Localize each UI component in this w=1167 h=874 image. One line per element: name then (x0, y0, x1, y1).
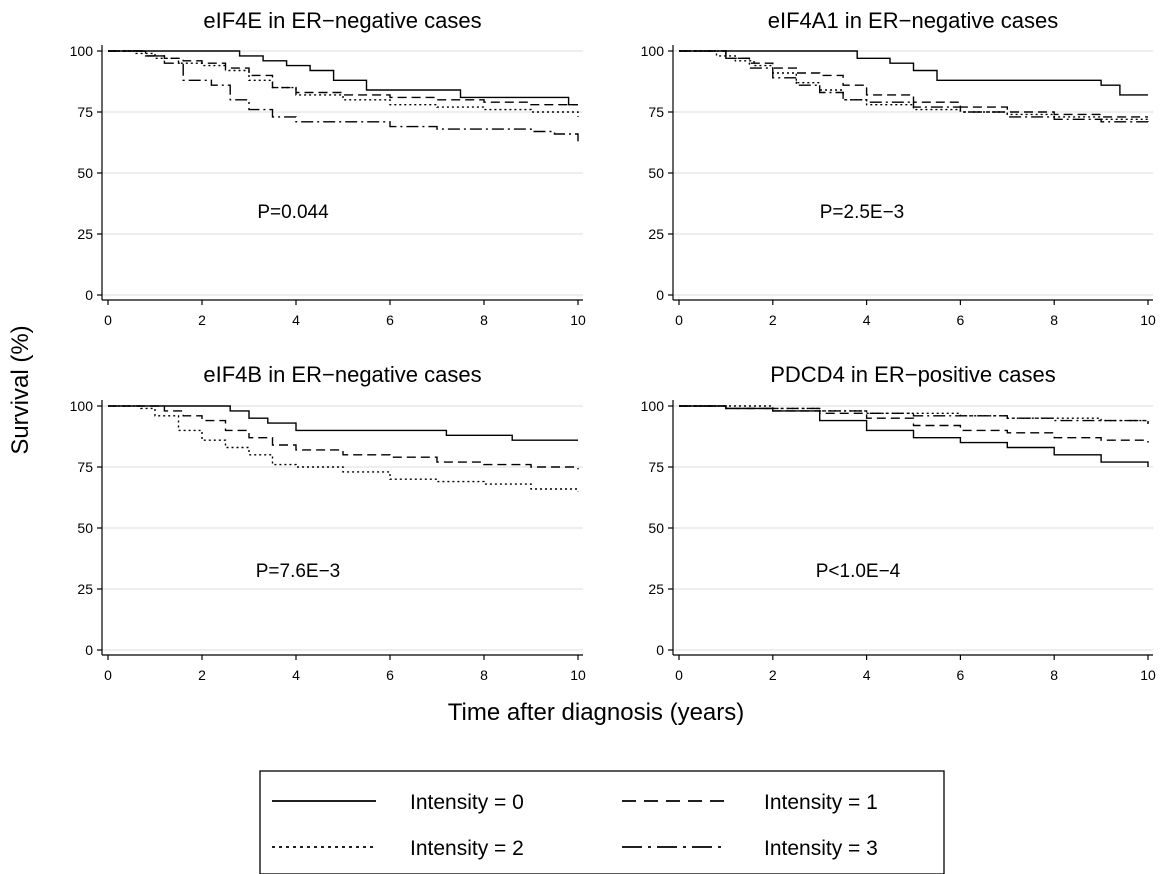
series-intensity-3 (679, 50, 1149, 125)
x-tick-label: 0 (104, 312, 112, 328)
series-intensity-1 (108, 50, 578, 106)
series-intensity-1 (679, 405, 1149, 443)
y-tick-label: 25 (648, 581, 664, 597)
y-tick-label: 50 (77, 165, 93, 181)
x-tick-label: 8 (1050, 312, 1058, 328)
x-tick-label: 0 (104, 667, 112, 683)
series-intensity-2 (679, 50, 1149, 122)
x-tick-label: 6 (386, 667, 394, 683)
x-tick-label: 10 (570, 312, 586, 328)
y-tick-label: 25 (77, 581, 93, 597)
legend: Intensity = 0 Intensity = 1 Intensity = 2 I… (259, 770, 945, 874)
x-tick-label: 2 (198, 667, 206, 683)
y-tick-label: 100 (70, 398, 94, 414)
panel-1: 0 25 50 75 100 0 2 4 6 8 10 eIF4E in ER−negative ca… (70, 8, 586, 328)
y-tick-label: 100 (641, 43, 665, 59)
series-intensity-2 (108, 50, 579, 117)
p-value-annotation: P=0.044 (257, 202, 329, 223)
panel-title: eIF4E in ER−negative cases (203, 8, 481, 33)
series-intensity-2 (108, 405, 579, 492)
x-tick-label: 8 (1050, 667, 1058, 683)
series-intensity-0 (679, 50, 1148, 96)
x-tick-label: 8 (480, 312, 488, 328)
y-tick-label: 50 (648, 520, 664, 536)
panel-title: eIF4A1 in ER−negative cases (768, 8, 1058, 33)
x-tick-label: 2 (769, 667, 777, 683)
legend-label: Intensity = 1 (764, 791, 878, 814)
x-tick-label: 10 (1140, 667, 1156, 683)
x-tick-label: 6 (957, 312, 965, 328)
x-tick-label: 8 (480, 667, 488, 683)
legend-item-intensity-3: Intensity = 3 (622, 837, 878, 860)
x-tick-label: 2 (769, 312, 777, 328)
x-tick-label: 4 (863, 312, 871, 328)
series-intensity-0 (679, 405, 1149, 467)
y-tick-label: 0 (656, 642, 664, 658)
p-value-annotation: P<1.0E−4 (816, 561, 901, 582)
panel-3: 0 25 50 75 100 0 2 4 6 8 10 eIF4B in ER−negative ca… (70, 362, 586, 683)
y-tick-label: 0 (85, 642, 93, 658)
series-intensity-3 (108, 50, 579, 142)
y-tick-label: 100 (70, 43, 94, 59)
x-tick-label: 6 (957, 667, 965, 683)
legend-item-intensity-2: Intensity = 2 (272, 837, 524, 860)
legend-box (259, 770, 945, 874)
y-tick-label: 0 (85, 287, 93, 303)
series-intensity-0 (108, 405, 578, 441)
x-tick-label: 10 (1140, 312, 1156, 328)
y-tick-label: 75 (77, 104, 93, 120)
series-intensity-0 (108, 50, 578, 106)
y-tick-label: 0 (656, 287, 664, 303)
legend-label: Intensity = 2 (410, 837, 524, 860)
x-tick-label: 4 (863, 667, 871, 683)
x-tick-label: 0 (675, 312, 683, 328)
y-tick-label: 50 (77, 520, 93, 536)
x-tick-label: 4 (292, 667, 300, 683)
series-intensity-3 (679, 405, 1149, 424)
p-value-annotation: P=2.5E−3 (820, 202, 905, 223)
x-tick-label: 6 (386, 312, 394, 328)
p-value-annotation: P=7.6E−3 (256, 561, 341, 582)
y-tick-label: 25 (648, 226, 664, 242)
x-tick-label: 2 (198, 312, 206, 328)
legend-label: Intensity = 3 (764, 837, 878, 860)
panel-title: PDCD4 in ER−positive cases (770, 362, 1056, 387)
legend-label: Intensity = 0 (410, 791, 524, 814)
y-tick-label: 100 (641, 398, 665, 414)
panel-title: eIF4B in ER−negative cases (203, 362, 481, 387)
y-axis-label: Survival (%) (7, 325, 34, 454)
series-intensity-1 (108, 405, 579, 470)
legend-item-intensity-0: Intensity = 0 (272, 791, 524, 814)
y-tick-label: 75 (648, 104, 664, 120)
x-tick-label: 10 (570, 667, 586, 683)
y-tick-label: 75 (648, 459, 664, 475)
panel-2: 0 25 50 75 100 0 2 4 6 8 10 eIF4A1 in ER−negative c… (641, 8, 1156, 328)
x-tick-label: 4 (292, 312, 300, 328)
y-tick-label: 50 (648, 165, 664, 181)
panel-4: 0 25 50 75 100 0 2 4 6 8 10 PDCD4 in ER−positive ca… (641, 362, 1156, 683)
x-tick-label: 0 (675, 667, 683, 683)
legend-item-intensity-1: Intensity = 1 (622, 791, 878, 814)
y-tick-label: 75 (77, 459, 93, 475)
y-tick-label: 25 (77, 226, 93, 242)
series-intensity-1 (679, 50, 1148, 118)
x-axis-label: Time after diagnosis (years) (448, 699, 745, 726)
